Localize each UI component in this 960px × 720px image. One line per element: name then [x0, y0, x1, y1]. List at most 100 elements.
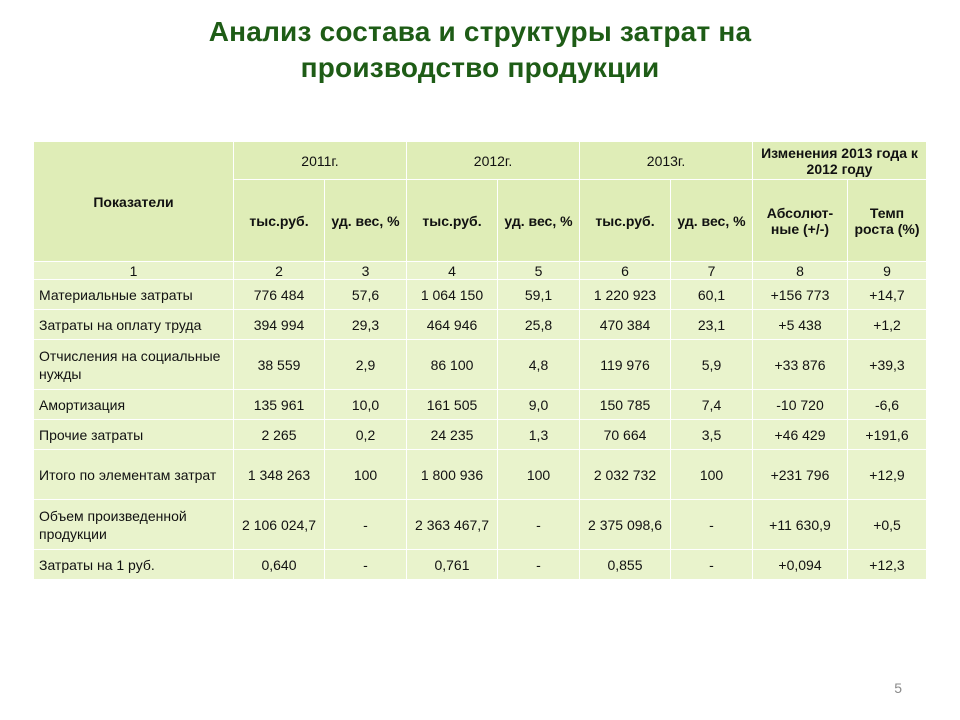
table-cell: 7,4 [670, 389, 753, 420]
table-row: Итого по элементам затрат 1 348 263 100 … [33, 449, 928, 500]
slide-title: Анализ состава и структуры затрат на про… [0, 14, 960, 86]
table-cell: 38 559 [233, 339, 325, 390]
table-cell: 25,8 [497, 309, 580, 340]
row-label: Амортизация [33, 389, 234, 420]
table-cell: - [497, 499, 580, 550]
table-cell: 1 064 150 [406, 279, 498, 310]
table-cell: 119 976 [579, 339, 671, 390]
header-2011-share: уд. вес, % [324, 179, 407, 262]
table-cell: 2 363 467,7 [406, 499, 498, 550]
header-changes: Изменения 2013 года к 2012 году [751, 141, 928, 180]
table-cell: 100 [324, 449, 407, 500]
table-cell: 24 235 [406, 419, 498, 450]
table-cell: +156 773 [752, 279, 848, 310]
table-cell: +46 429 [752, 419, 848, 450]
column-number: 4 [406, 261, 498, 280]
table-cell: +33 876 [752, 339, 848, 390]
table-cell: 2 106 024,7 [233, 499, 325, 550]
header-2013-share: уд. вес, % [670, 179, 753, 262]
row-label: Затраты на 1 руб. [33, 549, 234, 580]
table-cell: +12,9 [846, 449, 928, 500]
table-cell: +231 796 [752, 449, 848, 500]
table-row: Амортизация 135 961 10,0 161 505 9,0 150… [33, 389, 928, 420]
table-cell: 1 800 936 [406, 449, 498, 500]
table-cell: 60,1 [670, 279, 753, 310]
table-cell: +14,7 [846, 279, 928, 310]
column-number: 7 [670, 261, 753, 280]
table-cell: +191,6 [846, 419, 928, 450]
table-cell: 2 375 098,6 [579, 499, 671, 550]
table-cell: 776 484 [233, 279, 325, 310]
row-label: Отчисления на социальные нужды [33, 339, 234, 390]
table-cell: - [324, 549, 407, 580]
header-2012-thousand-rub: тыс.руб. [406, 179, 498, 262]
table-cell: 23,1 [670, 309, 753, 340]
table-cell: 394 994 [233, 309, 325, 340]
table-cell: +0,5 [846, 499, 928, 550]
table-cell: +1,2 [846, 309, 928, 340]
table-cell: -6,6 [846, 389, 928, 420]
header-2013-thousand-rub: тыс.руб. [579, 179, 671, 262]
row-label: Объем произведенной продукции [33, 499, 234, 550]
table-row: Материальные затраты 776 484 57,6 1 064 … [33, 279, 928, 310]
table-cell: 57,6 [324, 279, 407, 310]
table-cell: 59,1 [497, 279, 580, 310]
table-row: Прочие затраты 2 265 0,2 24 235 1,3 70 6… [33, 419, 928, 450]
header-2011-thousand-rub: тыс.руб. [233, 179, 325, 262]
table-row: Отчисления на социальные нужды 38 559 2,… [33, 339, 928, 390]
table-cell: 0,761 [406, 549, 498, 580]
table-cell: 0,2 [324, 419, 407, 450]
table-cell: 1 348 263 [233, 449, 325, 500]
slide-title-line-1: Анализ состава и структуры затрат на [208, 16, 752, 47]
column-number: 2 [233, 261, 325, 280]
table-cell: +5 438 [752, 309, 848, 340]
table-cell: +39,3 [846, 339, 928, 390]
table-cell: 161 505 [406, 389, 498, 420]
table-cell: 470 384 [579, 309, 671, 340]
table-cell: +12,3 [846, 549, 928, 580]
table-cell: 100 [497, 449, 580, 500]
column-number: 8 [752, 261, 848, 280]
table-cell: 1 220 923 [579, 279, 671, 310]
table-row: Затраты на оплату труда 394 994 29,3 464… [33, 309, 928, 340]
table-cell: +11 630,9 [752, 499, 848, 550]
table-cell: 2 032 732 [579, 449, 671, 500]
table-cell: 70 664 [579, 419, 671, 450]
row-label: Материальные затраты [33, 279, 234, 310]
column-number: 1 [33, 261, 234, 280]
table-cell: 3,5 [670, 419, 753, 450]
slide-title-line-2: производство продукции [300, 52, 660, 83]
table-cell: 9,0 [497, 389, 580, 420]
table-cell: - [324, 499, 407, 550]
table-row: Объем произведенной продукции 2 106 024,… [33, 499, 928, 550]
header-indicator: Показатели [33, 141, 234, 262]
header-absolute-change: Абсолют-ные (+/-) [752, 179, 848, 262]
column-number: 9 [846, 261, 928, 280]
header-growth-rate: Темп роста (%) [846, 179, 928, 262]
table-cell: 5,9 [670, 339, 753, 390]
table-cell: 10,0 [324, 389, 407, 420]
table-cell: -10 720 [752, 389, 848, 420]
column-number: 3 [324, 261, 407, 280]
table-cell: 0,855 [579, 549, 671, 580]
column-number: 6 [579, 261, 671, 280]
table-cell: - [497, 549, 580, 580]
table-cell: 2 265 [233, 419, 325, 450]
table-cell: - [670, 549, 753, 580]
column-number: 5 [497, 261, 580, 280]
table-cell: 100 [670, 449, 753, 500]
table-cell: - [670, 499, 753, 550]
header-year-2013: 2013г. [579, 141, 753, 180]
page-number: 5 [894, 680, 902, 696]
column-number-row: 1 2 3 4 5 6 7 8 9 [33, 261, 928, 280]
table-cell: +0,094 [752, 549, 848, 580]
header-2012-share: уд. вес, % [497, 179, 580, 262]
cost-structure-table: Показатели 2011г. 2012г. 2013г. Изменени… [33, 141, 928, 580]
table-cell: 4,8 [497, 339, 580, 390]
table-cell: 86 100 [406, 339, 498, 390]
table-cell: 135 961 [233, 389, 325, 420]
table-cell: 1,3 [497, 419, 580, 450]
table-cell: 2,9 [324, 339, 407, 390]
header-year-2011: 2011г. [233, 141, 407, 180]
table-cell: 150 785 [579, 389, 671, 420]
